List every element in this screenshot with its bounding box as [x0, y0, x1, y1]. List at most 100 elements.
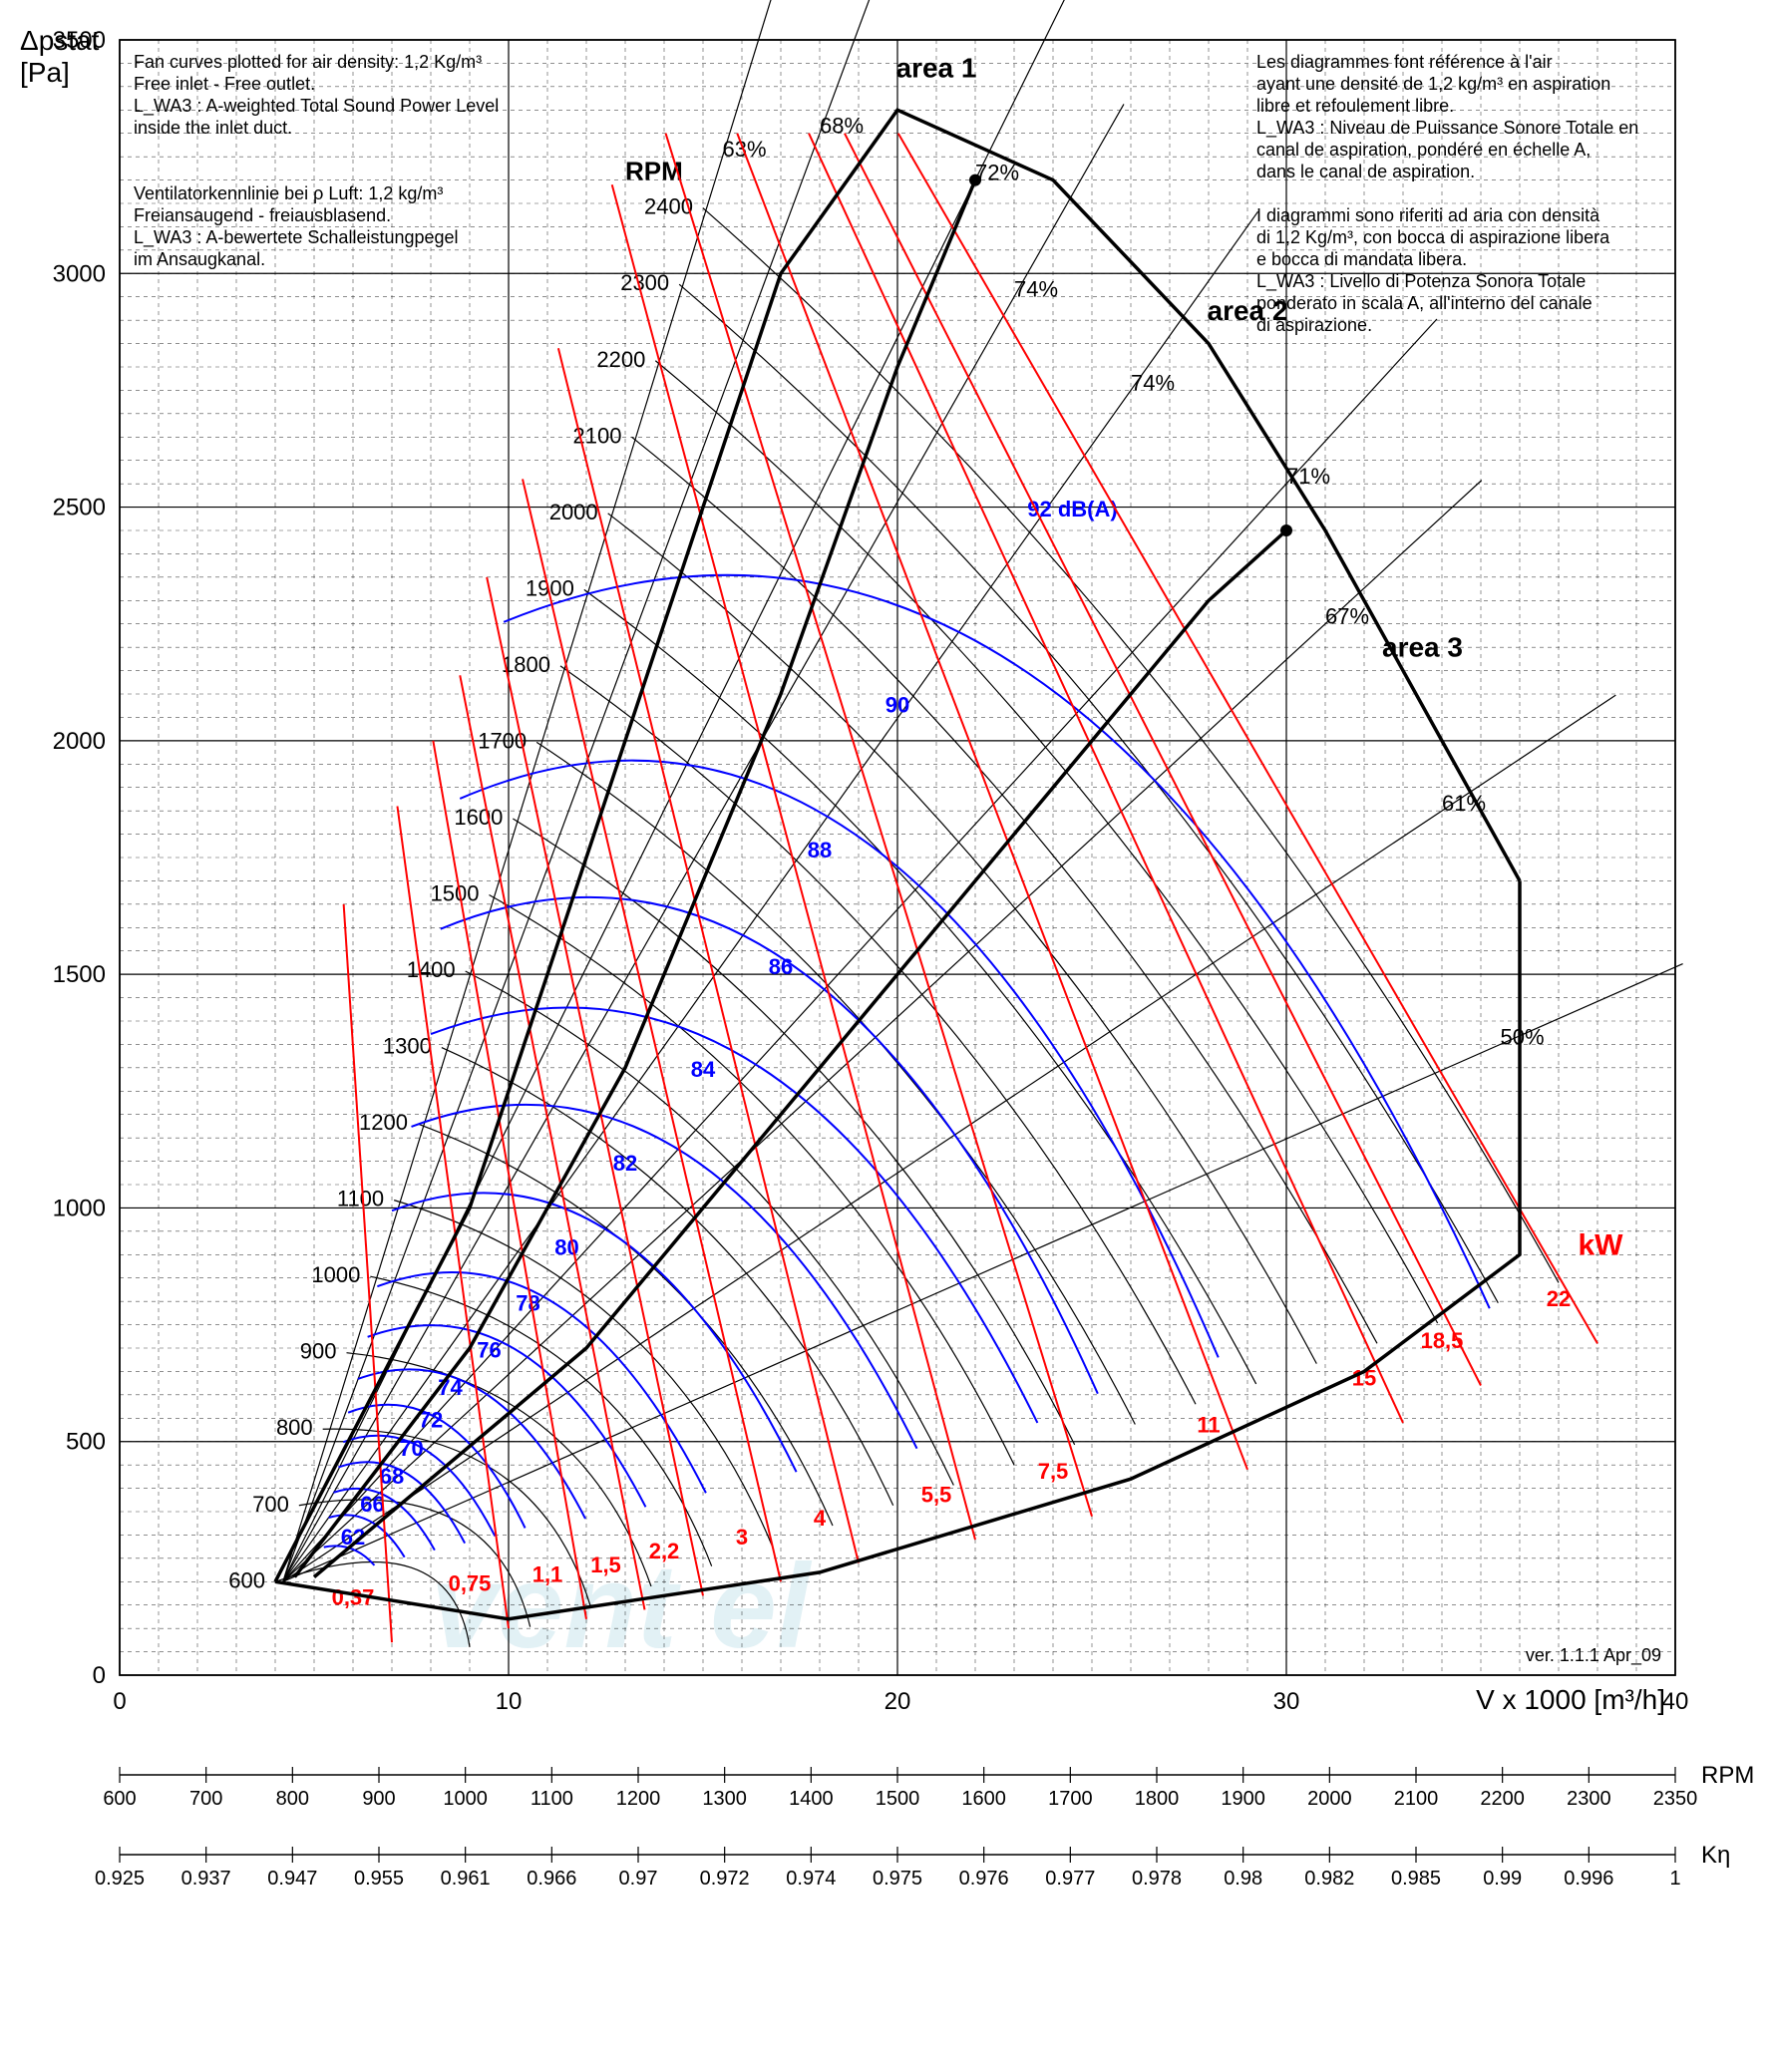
secondary-axis-tick-label: 1	[1669, 1868, 1680, 1890]
sound-label: 90	[885, 693, 909, 718]
sound-line	[392, 1193, 797, 1472]
secondary-axis-tick-label: 0.976	[959, 1868, 1009, 1890]
secondary-axis-tick-label: 0.937	[181, 1868, 231, 1890]
rpm-line-label: 900	[300, 1339, 337, 1364]
rpm-line-label: 1000	[311, 1262, 360, 1287]
power-label: 2,2	[649, 1539, 680, 1563]
power-label: 0,75	[449, 1571, 492, 1596]
secondary-axis-tick-label: 1900	[1221, 1788, 1265, 1810]
efficiency-label: 72%	[975, 161, 1019, 185]
note-line: di 1,2 Kg/m³, con bocca di aspirazione l…	[1256, 227, 1610, 247]
y-tick-label: 0	[93, 1662, 106, 1689]
rpm-line	[584, 589, 1256, 1384]
efficiency-line	[283, 211, 1258, 1581]
boundary-node	[969, 174, 981, 186]
power-label: 11	[1197, 1412, 1220, 1437]
x-tick-label: 40	[1662, 1688, 1689, 1715]
sound-label: 88	[808, 838, 832, 863]
sound-label: 76	[477, 1337, 501, 1362]
power-label: 18,5	[1421, 1328, 1464, 1353]
secondary-axis-tick-label: 1200	[616, 1788, 661, 1810]
y-axis-unit: [Pa]	[20, 57, 70, 88]
rpm-line-label: 2200	[596, 347, 645, 372]
rpm-line-label: 1600	[454, 805, 503, 830]
secondary-axis-tick-label: 0.947	[267, 1868, 317, 1890]
sound-label: 66	[360, 1492, 384, 1517]
sound-label: 70	[399, 1436, 423, 1461]
y-tick-label: 1500	[53, 961, 106, 988]
power-label: 15	[1352, 1365, 1376, 1390]
efficiency-label: 68%	[820, 114, 864, 139]
y-tick-label: 1000	[53, 1195, 106, 1221]
secondary-axis-tick-label: 0.974	[786, 1868, 836, 1890]
secondary-axis-tick-label: 2300	[1567, 1788, 1611, 1810]
power-label: 4	[814, 1506, 827, 1531]
note-line: L_WA3 : A-bewertete Schalleistungpegel	[134, 227, 459, 248]
note-line: Les diagrammes font référence à l'air	[1256, 52, 1553, 72]
rpm-line-label: 1200	[359, 1110, 408, 1135]
note-line: e bocca di mandata libera.	[1256, 249, 1467, 269]
boundary-node	[1280, 524, 1292, 536]
y-axis-title: Δpstat	[20, 25, 100, 56]
kw-title: kW	[1579, 1228, 1624, 1261]
secondary-axis-tick-label: 1600	[961, 1788, 1006, 1810]
power-line	[612, 184, 975, 1540]
rpm-line-label: 600	[228, 1567, 265, 1592]
area-label: area 3	[1382, 632, 1463, 663]
fan-curve-chart: vent el0500100015002000250030003500Δpsta…	[0, 0, 1770, 2072]
rpm-line-label: 1500	[431, 880, 480, 905]
rpm-line-label: 1300	[383, 1034, 432, 1059]
y-tick-label: 3000	[53, 260, 106, 287]
secondary-axis-tick-label: 0.978	[1132, 1868, 1182, 1890]
rpm-line-label: 2000	[549, 500, 598, 524]
sound-line	[460, 761, 1219, 1358]
note-line: ayant une densité de 1,2 kg/m³ en aspira…	[1256, 74, 1610, 94]
secondary-axis-tick-label: 0.972	[700, 1868, 750, 1890]
note-line: L_WA3 : Niveau de Puissance Sonore Total…	[1256, 118, 1638, 139]
x-tick-label: 20	[885, 1688, 911, 1715]
efficiency-label: 74%	[1131, 370, 1175, 395]
secondary-axis-tick-label: 0.97	[619, 1868, 658, 1890]
rpm-line-label: 1100	[337, 1187, 384, 1211]
note-line: I diagrammi sono riferiti ad aria con de…	[1256, 205, 1600, 225]
rpm-line	[490, 894, 1015, 1465]
secondary-axis-tick-label: 1000	[443, 1788, 488, 1810]
sound-label: 68	[380, 1464, 404, 1489]
y-tick-label: 500	[66, 1429, 106, 1456]
efficiency-label: 74%	[1014, 277, 1058, 302]
power-line	[558, 348, 859, 1562]
rpm-line-label: 700	[252, 1492, 289, 1517]
version-label: ver. 1.1.1 Apr_09	[1526, 1645, 1661, 1666]
secondary-axis-tick-label: 1100	[531, 1788, 573, 1810]
efficiency-line	[283, 104, 1124, 1581]
secondary-axis-tick-label: 0.996	[1564, 1868, 1613, 1890]
sound-label: 78	[516, 1291, 539, 1316]
secondary-axis-tick-label: 0.955	[354, 1868, 404, 1890]
secondary-axis-tick-label: 700	[189, 1788, 222, 1810]
sound-label: 84	[691, 1057, 716, 1082]
sound-label: 82	[613, 1151, 637, 1176]
boundary-sep-2	[314, 530, 1286, 1577]
secondary-axis-tick-label: 0.982	[1304, 1868, 1354, 1890]
secondary-axis-tick-label: 2200	[1480, 1788, 1525, 1810]
note-line: inside the inlet duct.	[134, 118, 292, 138]
power-label: 1,5	[590, 1553, 621, 1577]
watermark: vent el	[431, 1540, 813, 1673]
x-tick-label: 0	[113, 1688, 126, 1715]
rpm-line	[466, 971, 954, 1485]
x-tick-label: 30	[1273, 1688, 1300, 1715]
power-line	[845, 134, 1481, 1386]
efficiency-line	[283, 481, 1482, 1582]
secondary-axis-title: RPM	[1701, 1762, 1754, 1789]
secondary-axis-tick-label: 1400	[789, 1788, 834, 1810]
secondary-axis-tick-label: 1500	[876, 1788, 920, 1810]
power-label: 5,5	[921, 1483, 952, 1508]
rpm-line	[513, 819, 1074, 1445]
secondary-axis-title: Kη	[1701, 1842, 1730, 1869]
note-line: Ventilatorkennlinie bei ρ Luft: 1,2 kg/m…	[134, 183, 443, 203]
x-tick-label: 10	[496, 1688, 523, 1715]
note-line: libre et refoulement libre.	[1256, 96, 1454, 116]
secondary-axis-tick-label: 0.961	[441, 1868, 491, 1890]
note-line: L_WA3 : A-weighted Total Sound Power Lev…	[134, 96, 499, 117]
note-line: ponderato in scala A, all'interno del ca…	[1256, 293, 1593, 313]
